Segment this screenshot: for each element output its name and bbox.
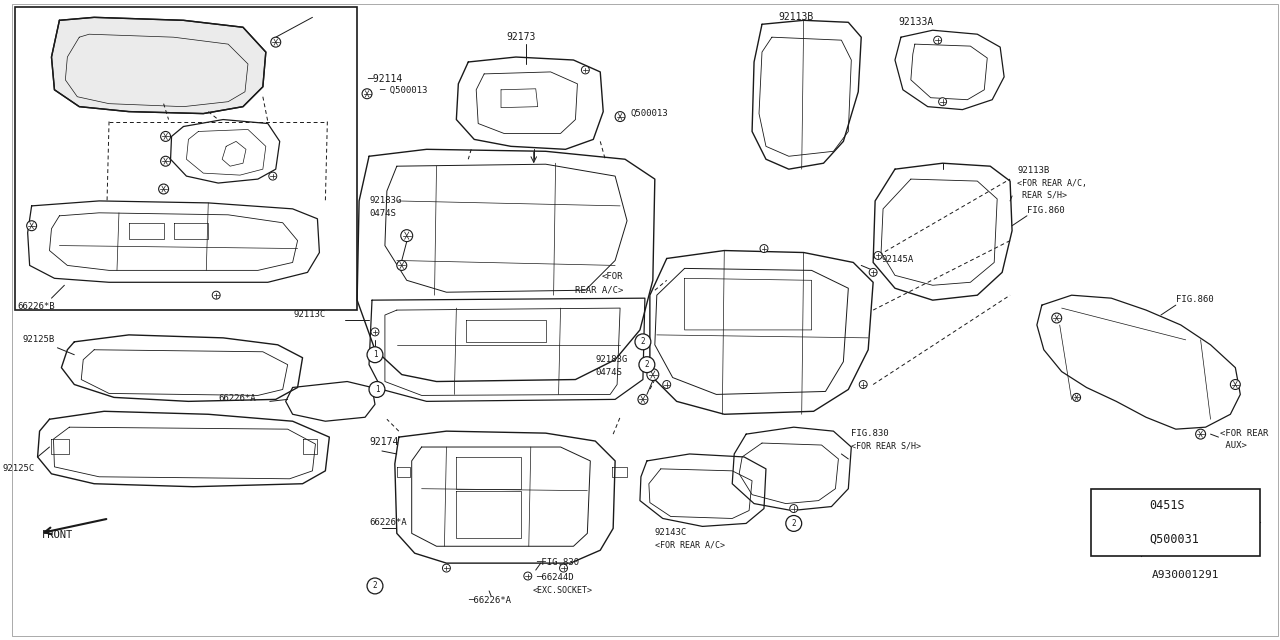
Text: ─66226*A: ─66226*A — [468, 596, 511, 605]
Bar — [1092, 489, 1260, 556]
Text: REAR A/C>: REAR A/C> — [575, 285, 623, 294]
Text: 92133A: 92133A — [899, 17, 933, 28]
Circle shape — [160, 156, 170, 166]
Text: 66226*A: 66226*A — [219, 394, 256, 403]
Text: REAR S/H>: REAR S/H> — [1018, 191, 1068, 200]
Text: 92113C: 92113C — [293, 310, 325, 319]
Text: <FOR: <FOR — [602, 273, 623, 282]
Polygon shape — [51, 17, 266, 113]
Circle shape — [397, 260, 407, 270]
Circle shape — [635, 334, 650, 350]
Circle shape — [616, 111, 625, 122]
Text: 2: 2 — [640, 337, 645, 346]
Text: 2: 2 — [791, 519, 796, 528]
Text: 66226*B: 66226*B — [18, 302, 55, 311]
Text: <FOR REAR A/C>: <FOR REAR A/C> — [655, 540, 724, 549]
Text: 92125B: 92125B — [22, 335, 55, 344]
Circle shape — [443, 564, 451, 572]
Text: 92183G: 92183G — [369, 196, 401, 205]
Text: 0474S: 0474S — [595, 367, 622, 376]
Circle shape — [271, 37, 280, 47]
Text: 2: 2 — [645, 360, 649, 369]
Text: 92113B: 92113B — [778, 12, 814, 22]
Circle shape — [1106, 495, 1128, 516]
Text: 0474S: 0474S — [369, 209, 396, 218]
Circle shape — [212, 291, 220, 299]
Text: 66226*A: 66226*A — [369, 518, 407, 527]
Circle shape — [1196, 429, 1206, 439]
Circle shape — [367, 347, 383, 363]
Text: <FOR REAR: <FOR REAR — [1220, 429, 1268, 438]
Text: 0451S: 0451S — [1149, 499, 1184, 512]
Text: 92183G: 92183G — [595, 355, 627, 364]
Circle shape — [869, 268, 877, 276]
Text: 2: 2 — [1114, 535, 1119, 544]
Text: 92174: 92174 — [369, 437, 398, 447]
Circle shape — [159, 184, 169, 194]
Text: 92143C: 92143C — [655, 529, 687, 538]
Circle shape — [369, 381, 385, 397]
Text: ─92114: ─92114 — [367, 74, 402, 84]
Circle shape — [1230, 380, 1240, 390]
Circle shape — [524, 572, 531, 580]
Circle shape — [933, 36, 942, 44]
Circle shape — [27, 221, 37, 230]
Text: ─ Q500013: ─ Q500013 — [379, 86, 428, 95]
Text: <FOR REAR S/H>: <FOR REAR S/H> — [851, 441, 922, 450]
Text: <EXC.SOCKET>: <EXC.SOCKET> — [532, 586, 593, 595]
Circle shape — [639, 356, 655, 372]
Circle shape — [663, 381, 671, 388]
Circle shape — [786, 515, 801, 531]
Text: 92173: 92173 — [506, 32, 535, 42]
Circle shape — [559, 564, 567, 572]
Circle shape — [1073, 394, 1080, 401]
Text: Q500031: Q500031 — [1149, 533, 1199, 546]
Bar — [15, 8, 357, 310]
Text: 2: 2 — [372, 582, 378, 591]
Circle shape — [637, 394, 648, 404]
Circle shape — [1052, 313, 1061, 323]
Text: FIG.860: FIG.860 — [1176, 295, 1213, 304]
Text: FRONT: FRONT — [41, 531, 73, 540]
Text: 92113B: 92113B — [1018, 166, 1050, 175]
Text: FIG.830: FIG.830 — [851, 429, 888, 438]
Text: Q500013: Q500013 — [630, 109, 668, 118]
Circle shape — [859, 381, 867, 388]
Text: 92125C: 92125C — [3, 464, 35, 473]
Text: AUX>: AUX> — [1220, 441, 1247, 450]
Text: 1: 1 — [375, 385, 379, 394]
Circle shape — [874, 252, 882, 259]
Circle shape — [646, 369, 659, 381]
Text: <FOR REAR A/C,: <FOR REAR A/C, — [1018, 179, 1087, 188]
Text: FIG.860: FIG.860 — [1027, 206, 1065, 215]
Circle shape — [269, 172, 276, 180]
Circle shape — [371, 328, 379, 336]
Text: 92145A: 92145A — [881, 255, 914, 264]
Circle shape — [938, 98, 947, 106]
Circle shape — [581, 66, 589, 74]
Circle shape — [367, 578, 383, 594]
Circle shape — [401, 230, 412, 242]
Text: ─66244D: ─66244D — [536, 573, 573, 582]
Circle shape — [160, 131, 170, 141]
Circle shape — [1106, 529, 1128, 550]
Text: 1: 1 — [1114, 501, 1119, 510]
Text: ─FIG.830: ─FIG.830 — [536, 558, 579, 567]
Text: A930001291: A930001291 — [1152, 570, 1220, 580]
Circle shape — [790, 504, 797, 513]
Circle shape — [362, 89, 372, 99]
Text: 1: 1 — [372, 350, 378, 359]
Circle shape — [760, 244, 768, 253]
